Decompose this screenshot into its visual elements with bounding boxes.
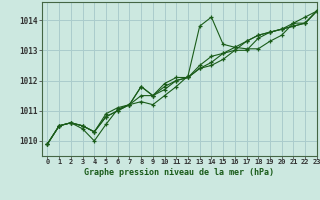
- X-axis label: Graphe pression niveau de la mer (hPa): Graphe pression niveau de la mer (hPa): [84, 168, 274, 177]
